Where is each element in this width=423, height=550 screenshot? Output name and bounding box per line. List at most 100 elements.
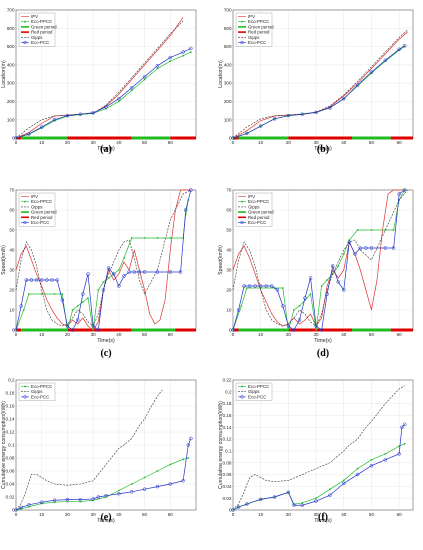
legend-entry: IPV [248, 14, 255, 19]
signal-red-bar [16, 328, 22, 332]
data-point-eco-pcc [117, 284, 121, 288]
data-point-eco-pcc [24, 278, 29, 282]
x-tick-label: 60 [397, 332, 403, 337]
y-tick-label: 40 [226, 248, 232, 253]
y-axis-label: Speed(km/h) [1, 245, 7, 275]
y-tick-label: 60 [226, 208, 232, 213]
x-tick-label: 0 [232, 512, 235, 517]
x-tick-label: 10 [39, 512, 45, 517]
data-point-eco-pcc [168, 482, 173, 486]
x-axis-label: Time(s) [97, 518, 115, 524]
x-tick-label: 30 [314, 332, 320, 337]
y-tick-label: 0 [12, 136, 15, 141]
data-point-eco-pcc [155, 270, 160, 274]
data-point-eco-ppcc [53, 293, 56, 295]
data-point-eco-pcc [314, 324, 318, 328]
signal-green-bar [238, 328, 289, 332]
data-point-eco-ppcc [130, 89, 133, 92]
y-axis-label: Cumulative energy consumption(kWh) [1, 401, 7, 489]
x-tick-label: 10 [39, 332, 45, 337]
data-point-eco-pcc [328, 493, 332, 497]
data-point-eco-pcc [258, 124, 263, 128]
data-point-eco-pcc [383, 58, 388, 63]
x-tick-label: 10 [258, 140, 264, 145]
data-point-eco-ppcc [169, 237, 172, 239]
data-point-eco-pcc [353, 252, 357, 256]
x-tick-label: 0 [15, 512, 18, 517]
data-point-eco-pcc [117, 492, 121, 496]
x-tick-label: 20 [286, 512, 292, 517]
data-point-eco-ppcc [156, 67, 159, 70]
data-point-eco-ppcc [240, 305, 243, 307]
data-point-eco-pcc [342, 288, 346, 292]
data-point-eco-ppcc [71, 309, 74, 311]
data-point-eco-ppcc [87, 297, 89, 299]
series-line-eco-ppcc [15, 457, 189, 511]
data-point-eco-pcc [355, 83, 360, 87]
data-point-eco-ppcc [117, 489, 120, 492]
x-tick-label: 60 [397, 512, 403, 517]
y-tick-label: 0.02 [6, 495, 15, 500]
legend-entry: Eco-PCC [248, 394, 266, 399]
series-line-gipps [232, 385, 405, 511]
x-axis-label: Time(s) [314, 518, 332, 524]
y-tick-label: 300 [224, 81, 232, 86]
legend-entry: Eco-PCC [248, 40, 266, 45]
legend-entry: Green period [31, 24, 57, 29]
panel-label: (c) [100, 348, 111, 359]
data-point-eco-pcc [258, 497, 263, 502]
y-axis-label: Location(m) [218, 60, 224, 88]
y-tick-label: 600 [7, 26, 15, 31]
x-tick-label: 40 [116, 140, 122, 145]
legend-entry: Eco-PPCC [31, 199, 52, 204]
legend-entry: Gipps [31, 204, 43, 209]
y-tick-label: 0.04 [6, 482, 15, 487]
x-tick-label: 10 [258, 512, 264, 517]
plot-area [232, 379, 414, 511]
y-axis-label: Location(m) [1, 60, 7, 88]
data-point-eco-pcc [369, 463, 374, 468]
data-point-eco-pcc [342, 96, 346, 101]
legend-entry: Gipps [31, 35, 43, 40]
data-point-eco-pcc [236, 505, 241, 509]
data-point-eco-pcc [369, 246, 374, 250]
data-point-eco-ppcc [245, 287, 248, 289]
data-point-eco-pcc [325, 292, 329, 296]
y-tick-label: 100 [224, 117, 232, 122]
data-point-eco-pcc [286, 113, 291, 118]
legend-entry: Eco-PCC [248, 220, 266, 225]
x-tick-label: 20 [286, 140, 292, 145]
data-point-eco-pcc [19, 304, 23, 308]
legend-entry: Green period [248, 210, 274, 215]
signal-red-bar [175, 328, 196, 332]
x-tick-label: 30 [91, 512, 97, 517]
data-point-eco-pcc [231, 136, 235, 140]
data-point-eco-pcc [27, 132, 31, 136]
data-point-eco-pcc [355, 472, 360, 477]
data-point-eco-pcc [286, 324, 291, 328]
plot-area [15, 379, 197, 511]
y-axis-label: Speed(km/h) [218, 245, 224, 275]
data-point-eco-ppcc [320, 285, 323, 287]
data-point-eco-ppcc [315, 329, 317, 331]
data-point-eco-pcc [297, 318, 302, 322]
y-tick-label: 0.18 [6, 391, 15, 396]
data-point-eco-ppcc [117, 269, 120, 271]
legend-entry: Eco-PCC [31, 220, 49, 225]
y-tick-label: 10 [9, 308, 15, 313]
data-point-eco-pcc [186, 443, 191, 447]
data-point-eco-pcc [319, 328, 324, 332]
data-point-eco-ppcc [182, 458, 185, 461]
y-tick-label: 60 [9, 208, 15, 213]
x-tick-label: 0 [15, 140, 18, 145]
data-point-eco-ppcc [342, 479, 345, 482]
data-point-eco-pcc [247, 284, 252, 288]
data-point-eco-ppcc [117, 100, 120, 103]
series-line-gipps [15, 20, 184, 139]
data-point-eco-pcc [402, 43, 407, 48]
data-point-eco-pcc [181, 50, 185, 54]
data-point-eco-ppcc [61, 293, 64, 295]
